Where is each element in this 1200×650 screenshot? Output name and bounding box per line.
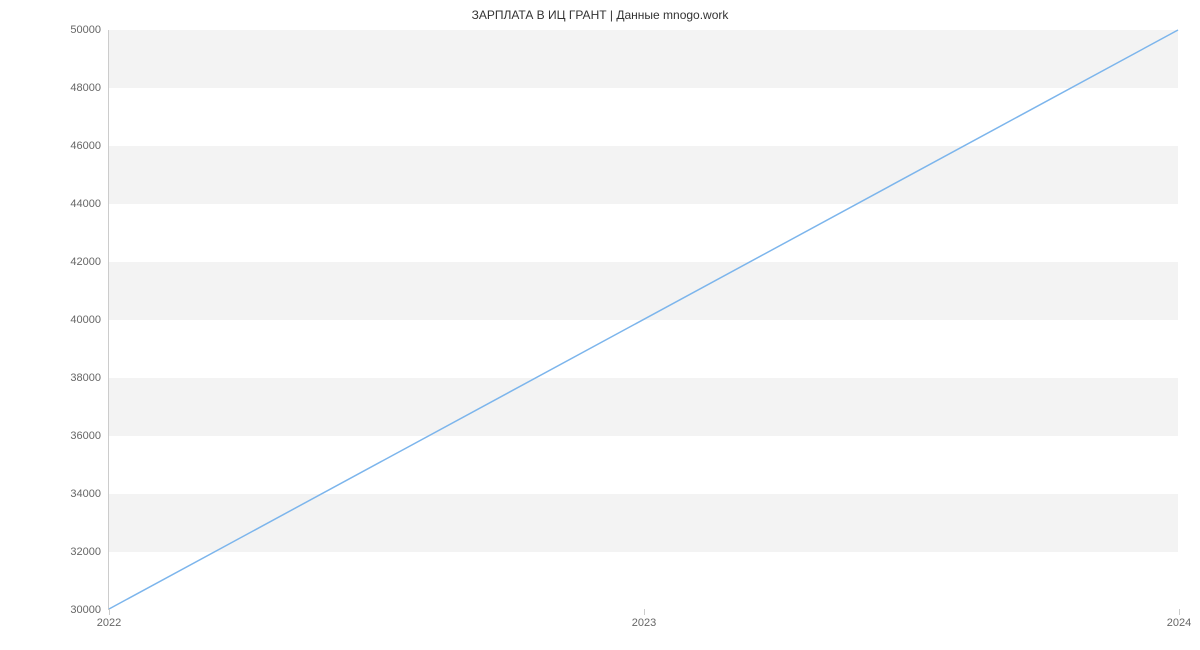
- y-tick-label: 44000: [70, 198, 109, 210]
- line-chart: ЗАРПЛАТА В ИЦ ГРАНТ | Данные mnogo.work …: [0, 0, 1200, 650]
- y-tick-label: 38000: [70, 372, 109, 384]
- plot-area: 3000032000340003600038000400004200044000…: [108, 30, 1178, 610]
- x-tick-label: 2022: [97, 609, 121, 629]
- series-line: [109, 30, 1178, 609]
- y-tick-label: 36000: [70, 430, 109, 442]
- y-tick-label: 50000: [70, 24, 109, 36]
- y-tick-label: 40000: [70, 314, 109, 326]
- y-tick-label: 42000: [70, 256, 109, 268]
- y-tick-label: 32000: [70, 546, 109, 558]
- x-tick-label: 2023: [632, 609, 656, 629]
- y-tick-label: 34000: [70, 488, 109, 500]
- y-tick-label: 46000: [70, 140, 109, 152]
- chart-title: ЗАРПЛАТА В ИЦ ГРАНТ | Данные mnogo.work: [0, 0, 1200, 22]
- x-tick-label: 2024: [1167, 609, 1191, 629]
- y-tick-label: 48000: [70, 82, 109, 94]
- line-layer: [109, 30, 1178, 609]
